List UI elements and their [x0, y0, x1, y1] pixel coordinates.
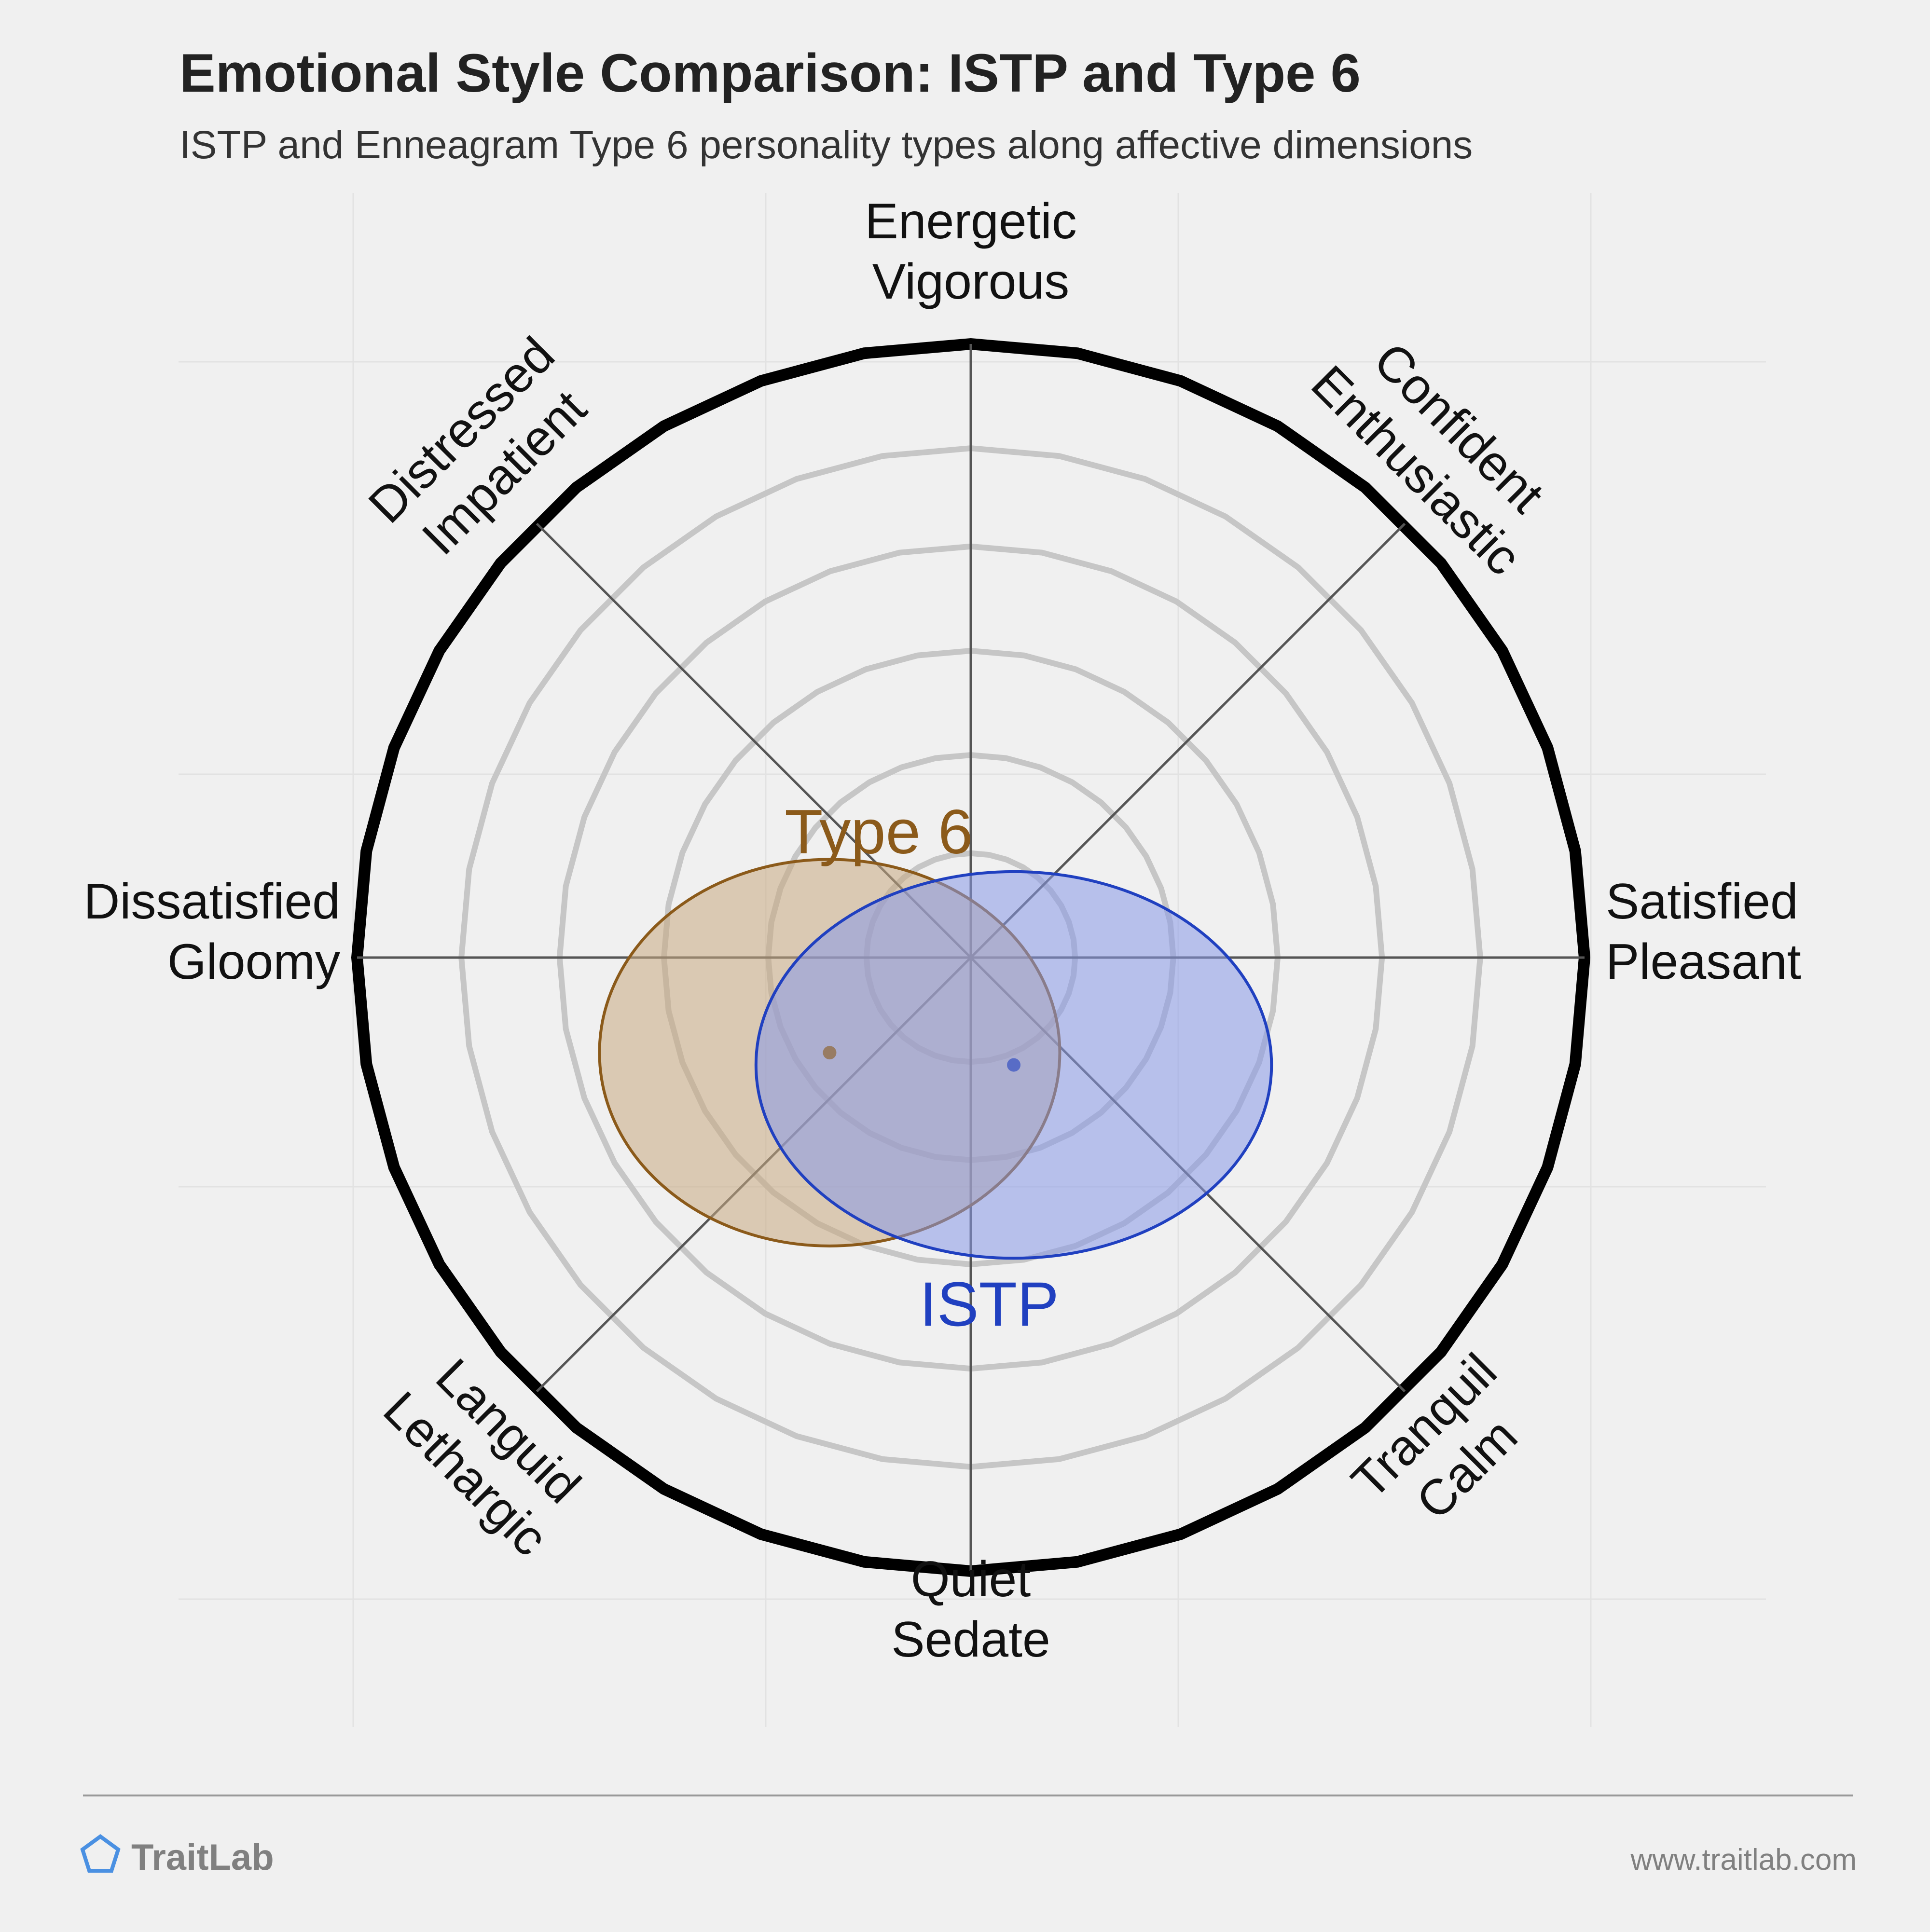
footer-url[interactable]: www.traitlab.com [1630, 1843, 1857, 1877]
axis-label-line-satisfied: Satisfied [1606, 874, 1798, 930]
chart-subtitle: ISTP and Enneagram Type 6 personality ty… [179, 123, 1473, 167]
brand-name: TraitLab [131, 1837, 274, 1878]
chart-title: Emotional Style Comparison: ISTP and Typ… [179, 43, 1361, 103]
axis-label-line-dissatisfied: Dissatisfied [83, 874, 340, 930]
series-label-type-6: Type 6 [785, 796, 973, 867]
series-label-istp: ISTP [920, 1269, 1059, 1339]
pentagon-icon [80, 1834, 121, 1873]
brand-logo[interactable]: TraitLab [80, 1834, 274, 1878]
center-point-type-6 [823, 1046, 837, 1060]
axis-label-line-quiet: Quiet [911, 1551, 1031, 1607]
series-ellipses [598, 858, 1273, 1260]
series-labels: Type 6 ISTP [785, 796, 1059, 1339]
axis-label-line-energetic: Energetic [865, 193, 1076, 249]
center-point-istp [1007, 1058, 1021, 1072]
axis-label-line-vigorous: Vigorous [872, 254, 1070, 310]
axis-label-line-sedate: Sedate [891, 1612, 1050, 1668]
axis-label-line-gloomy: Gloomy [167, 934, 340, 990]
axis-label-line-pleasant: Pleasant [1606, 934, 1801, 990]
